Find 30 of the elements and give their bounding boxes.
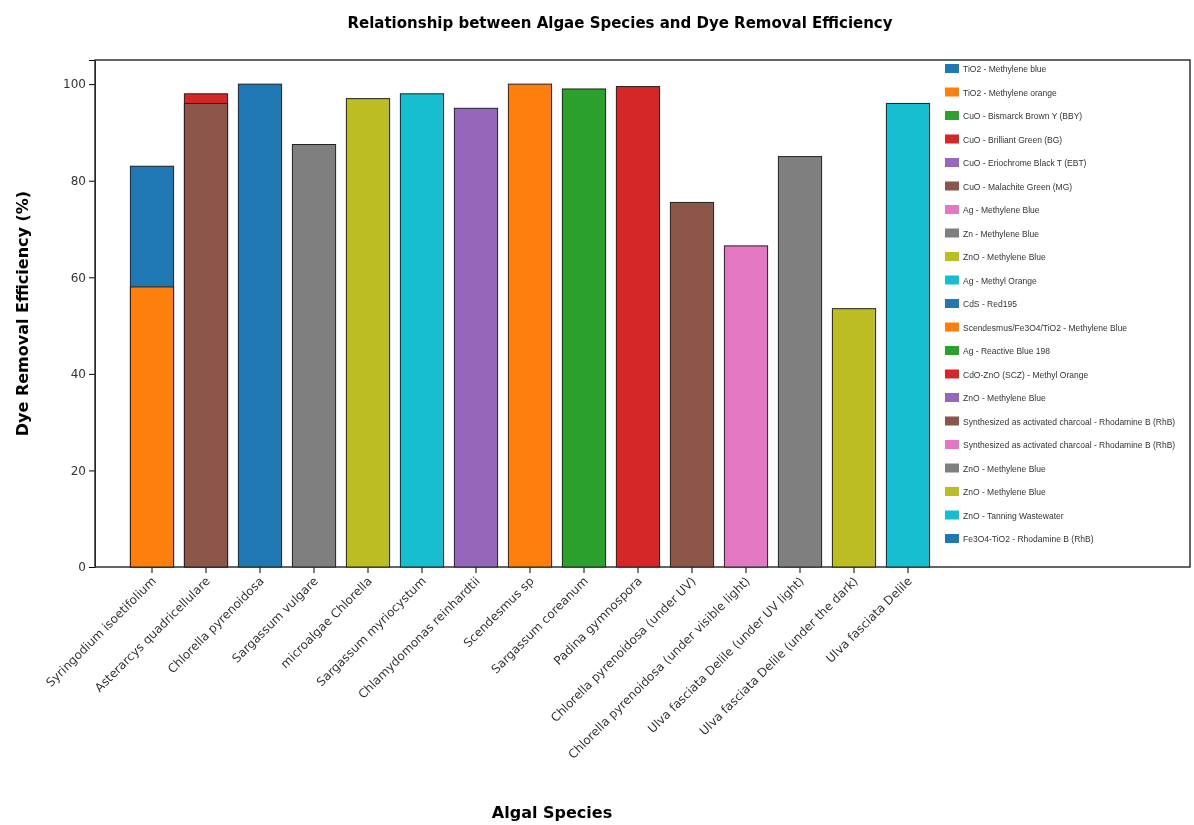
legend-label: ZnO - Methylene Blue [963, 252, 1046, 262]
legend-label: Ag - Methyl Orange [963, 275, 1037, 286]
y-tick-label: 100 [63, 77, 86, 92]
legend-label: CuO - Brilliant Green (BG) [963, 134, 1063, 145]
y-tick-label: 40 [70, 367, 86, 382]
legend-label: ZnO - Methylene Blue [963, 393, 1046, 403]
legend-label: CuO - Bismarck Brown Y (BBY) [963, 111, 1083, 121]
legend-label: Zn - Methylene Blue [963, 228, 1040, 239]
legend-label: Ag - Methylene Blue [963, 205, 1040, 215]
legend-label: TiO2 - Methylene blue [963, 64, 1047, 74]
legend-label: CdO-ZnO (SCZ) - Methyl Orange [963, 369, 1089, 380]
y-tick-label: 0 [78, 560, 86, 575]
y-tick-label: 20 [70, 463, 86, 478]
chart-title: Relationship between Algae Species and Dye Removal Efficiency [347, 14, 893, 32]
legend-label: CdS - Red195 [963, 299, 1018, 309]
legend-label: TiO2 - Methylene orange [963, 87, 1057, 98]
legend-label: ZnO - Methylene Blue [963, 487, 1046, 497]
y-tick-label: 80 [70, 174, 86, 189]
legend-label: Fe3O4-TiO2 - Rhodamine B (RhB) [963, 534, 1094, 544]
legend-label: Synthesized as activated charcoal - Rhodamine B (RhB) [963, 416, 1176, 427]
y-tick-label: 60 [70, 270, 86, 285]
legend-label: ZnO - Tanning Wastewater [963, 510, 1064, 521]
legend-label: CuO - Malachite Green (MG) [963, 181, 1073, 192]
legend-label: Synthesized as activated charcoal - Rhodamine B (RhB) [963, 440, 1176, 450]
legend-label: Ag - Reactive Blue 198 [963, 346, 1051, 356]
legend-label: Scendesmus/Fe3O4/TiO2 - Methylene Blue [963, 322, 1128, 333]
legend-label: CuO - Eriochrome Black T (EBT) [963, 158, 1087, 168]
legend-label: ZnO - Methylene Blue [963, 463, 1046, 474]
y-axis-title: Dye Removal Efficiency (%) [13, 190, 32, 437]
x-axis-title: Algal Species [491, 803, 613, 822]
